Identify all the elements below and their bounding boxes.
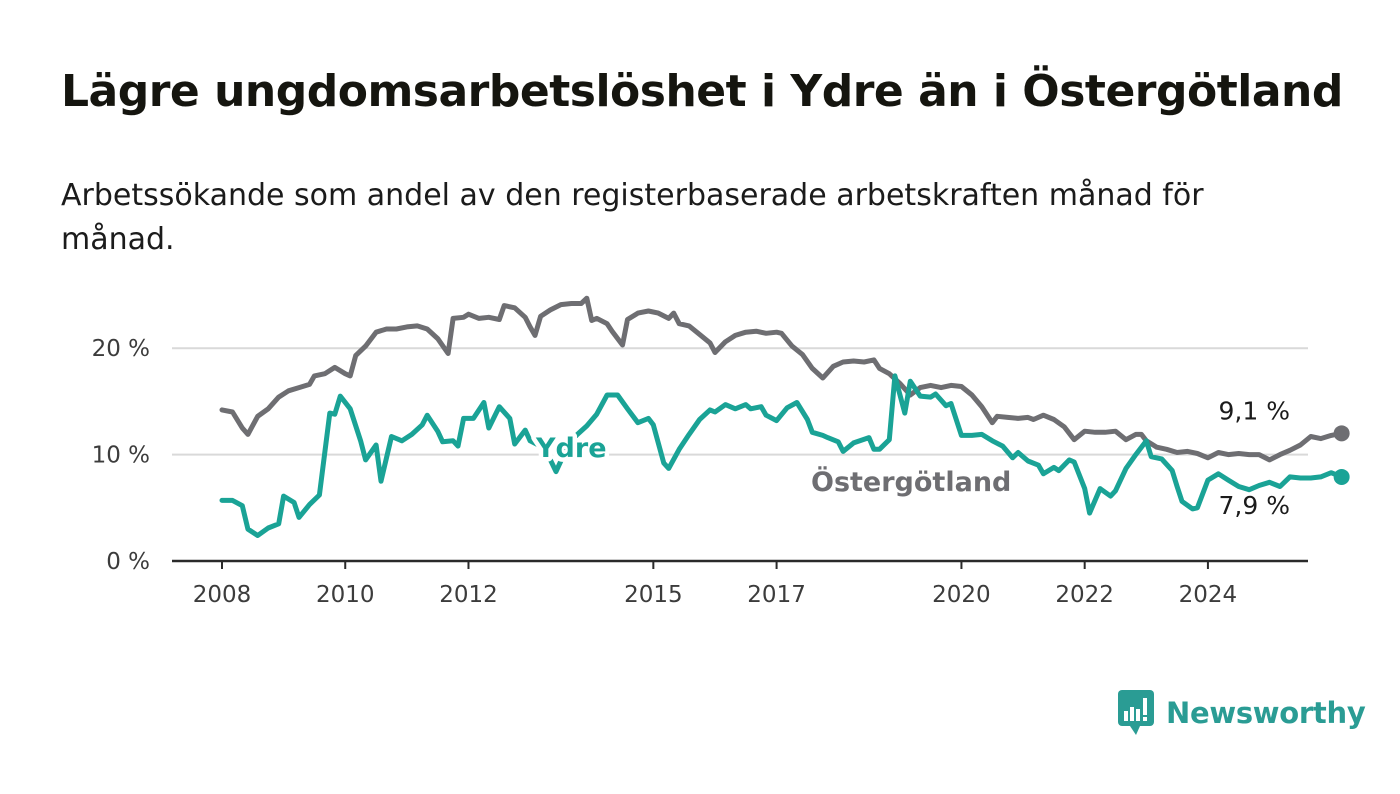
end-point-ydre — [1333, 468, 1350, 485]
chart-subtitle: Arbetssökande som andel av den registerb… — [61, 178, 1204, 257]
end-point-ostergotland — [1333, 425, 1350, 442]
x-tick-label: 2008 — [193, 582, 252, 608]
x-tick-label: 2010 — [316, 582, 375, 608]
axis-ticks: 0 % 10 % 20 % 2008 2010 2012 2015 2017 2020 2022 2… — [92, 336, 1238, 608]
y-tick-label: 10 % — [92, 443, 150, 469]
x-tick-label: 2020 — [932, 582, 991, 608]
x-tick-label: 2015 — [624, 582, 683, 608]
series-line-ydre — [219, 373, 1345, 538]
end-value-label-ostergotland: 9,1 % — [1219, 396, 1290, 425]
x-tick-label: 2022 — [1055, 582, 1114, 608]
y-tick-label: 0 % — [106, 549, 150, 575]
series-lines — [219, 295, 1345, 538]
series-labels: 9,1 % 7,9 % Ydre Östergötland — [531, 396, 1350, 520]
x-tick-label: 2017 — [747, 582, 806, 608]
series-line-ostergotland — [219, 295, 1345, 463]
x-tick-label: 2024 — [1179, 582, 1238, 608]
series-label-ostergotland: Östergötland — [811, 465, 1011, 498]
y-tick-label: 20 % — [92, 336, 150, 362]
x-tick-label: 2012 — [439, 582, 498, 608]
brand-name: Newsworthy — [1166, 696, 1366, 730]
newsworthy-logo-icon — [1118, 690, 1154, 735]
end-value-label-ydre: 7,9 % — [1219, 491, 1290, 520]
series-label-ydre: Ydre — [535, 433, 607, 464]
newsworthy-brand[interactable]: Newsworthy — [1118, 690, 1366, 736]
chart-title: Lägre ungdomsarbetslöshet i Ydre än i Ös… — [61, 66, 1343, 117]
